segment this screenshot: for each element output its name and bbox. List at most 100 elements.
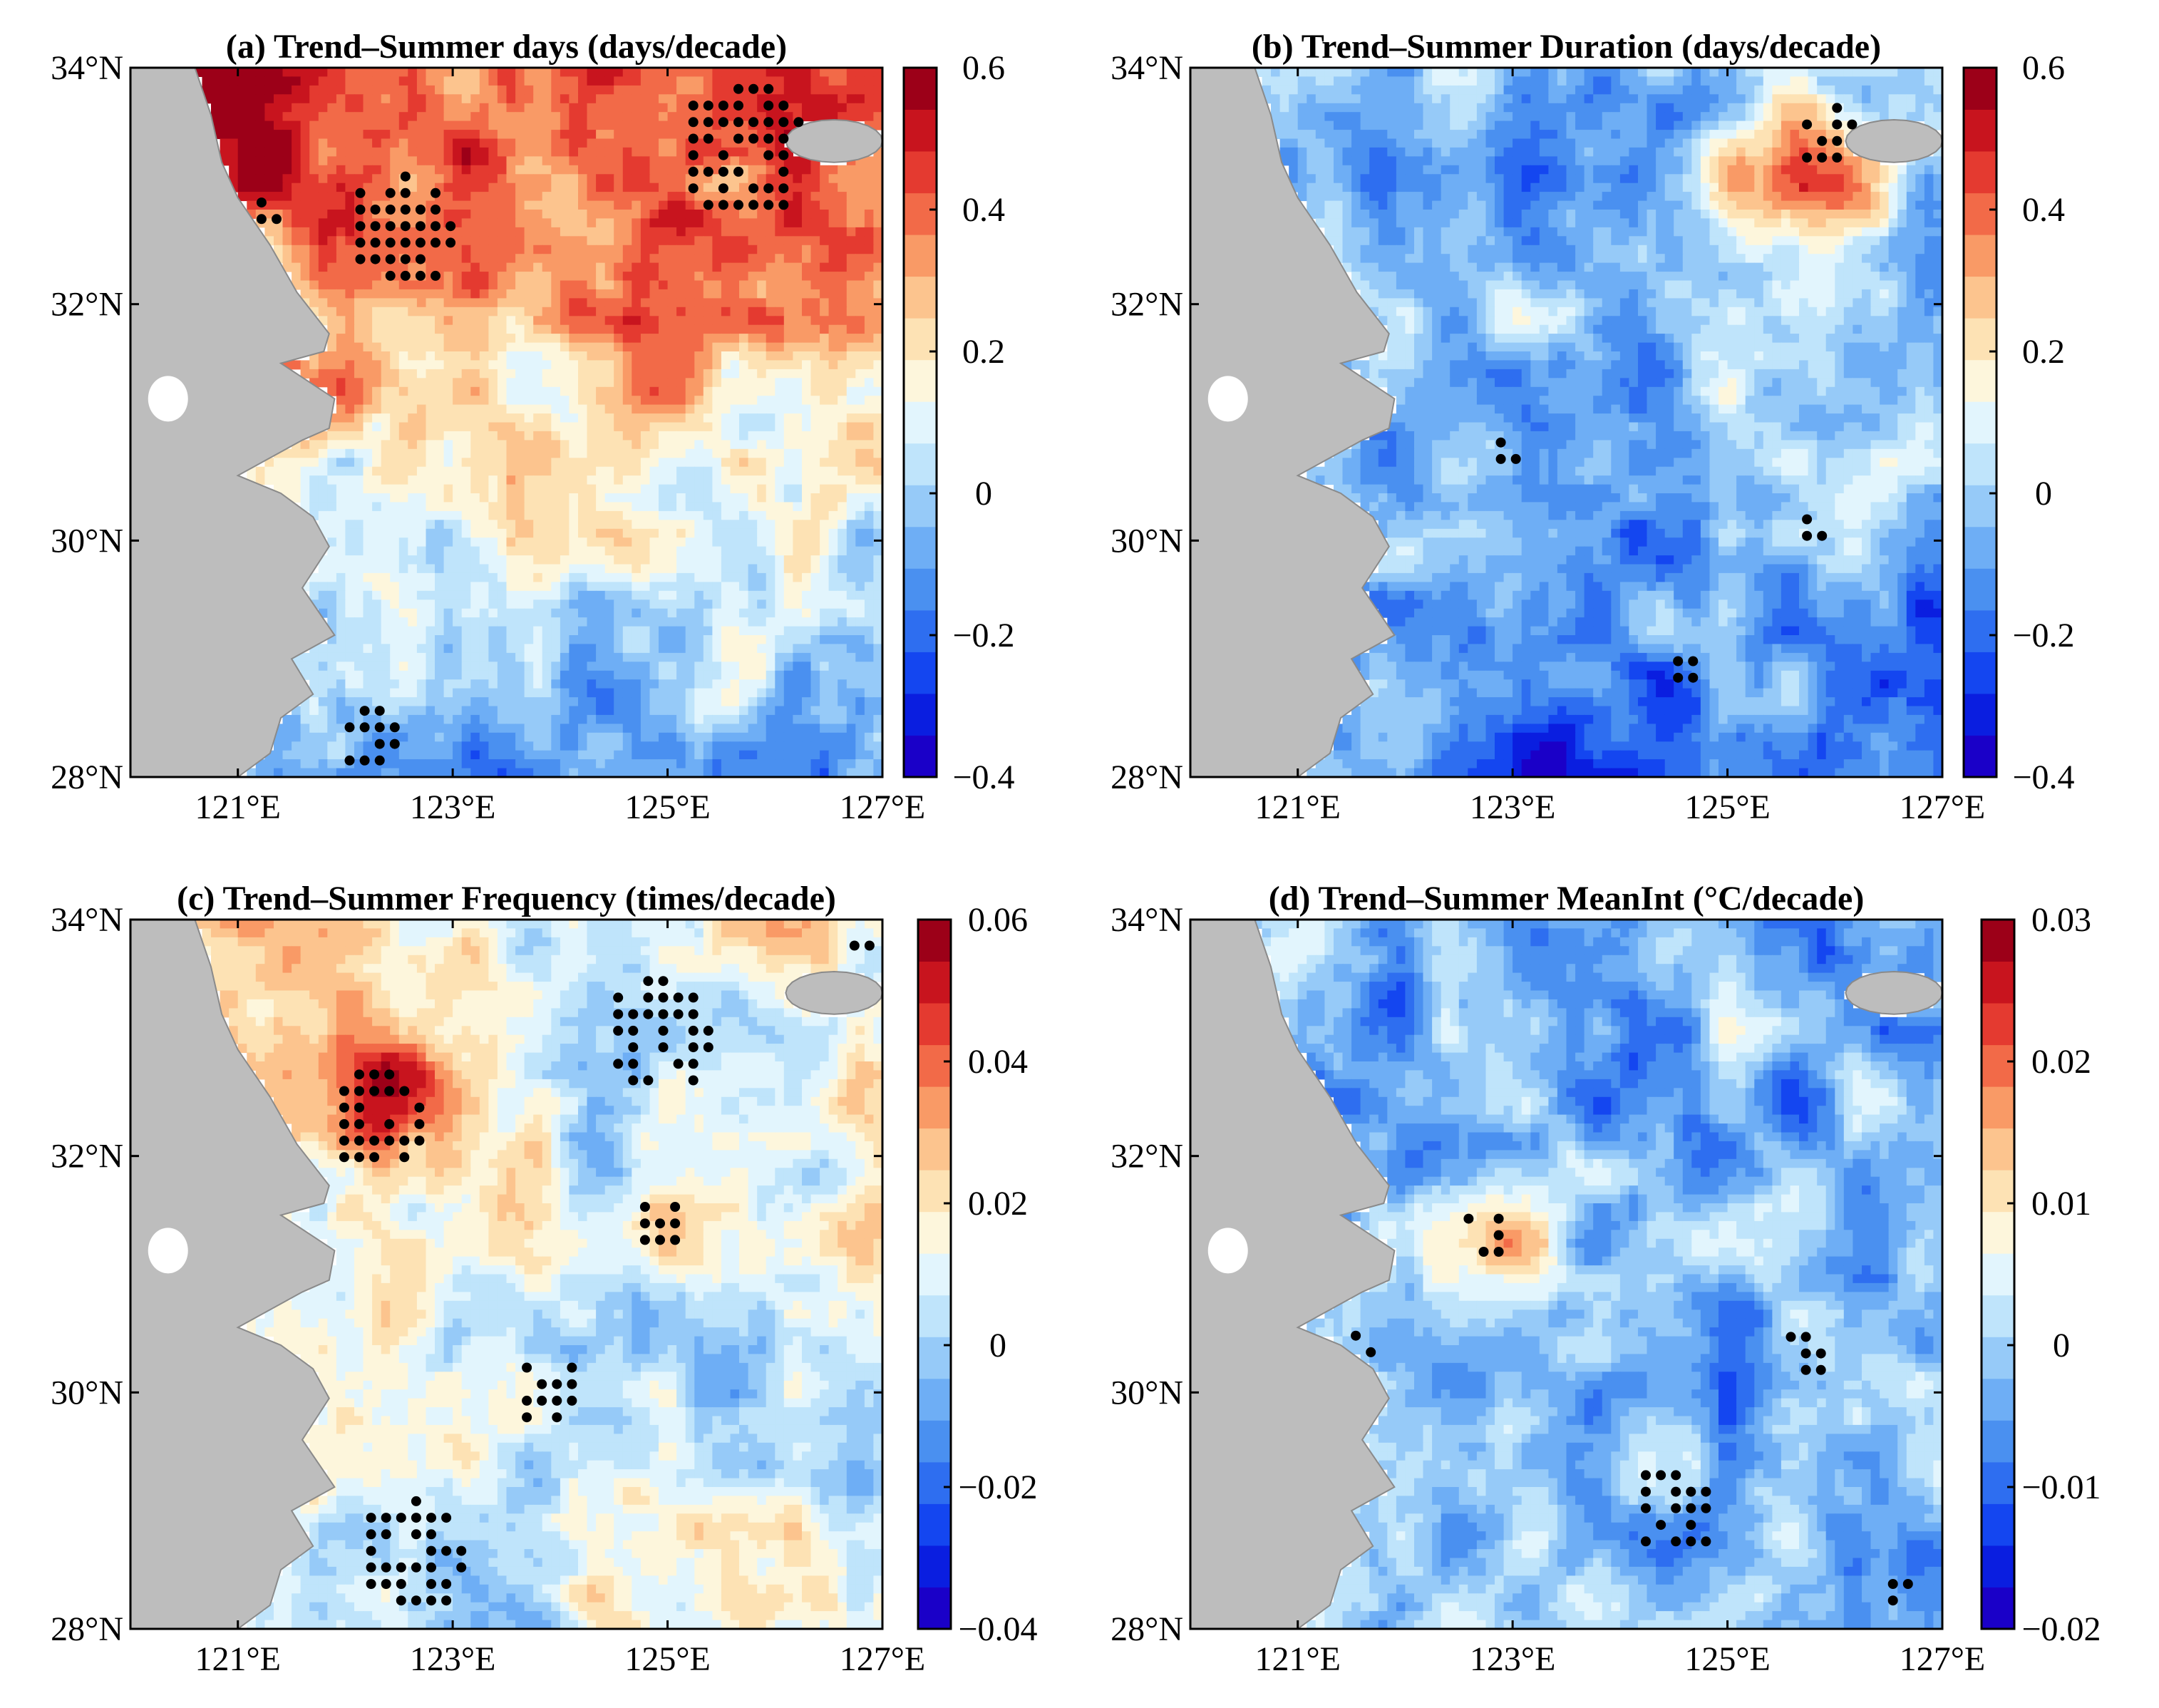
heatmap-cell (739, 156, 749, 166)
heatmap-cell (497, 130, 507, 140)
heatmap-cell (748, 147, 758, 157)
heatmap-cell (873, 120, 882, 130)
heatmap-cell (372, 369, 382, 379)
heatmap-cell (739, 458, 749, 468)
heatmap-cell (372, 652, 382, 662)
heatmap-cell (363, 448, 373, 458)
heatmap-cell (855, 440, 865, 450)
heatmap-cell (381, 324, 391, 334)
heatmap-cell (372, 68, 382, 77)
heatmap-cell (614, 431, 624, 441)
heatmap-cell (354, 670, 364, 680)
heatmap-cell (381, 396, 391, 406)
heatmap-cell (838, 590, 847, 600)
heatmap-cell (479, 714, 489, 724)
heatmap-cell (676, 94, 686, 104)
heatmap-cell (435, 298, 445, 308)
heatmap-cell (783, 422, 793, 432)
heatmap-cell (569, 510, 579, 520)
heatmap-cell (479, 120, 489, 130)
heatmap-cell (864, 493, 875, 503)
heatmap-cell (524, 378, 534, 388)
heatmap-cell (793, 626, 803, 636)
heatmap-cell (703, 404, 713, 414)
heatmap-cell (793, 484, 803, 494)
heatmap-cell (810, 182, 820, 192)
heatmap-cell (873, 351, 882, 361)
heatmap-cell (757, 342, 767, 352)
heatmap-cell (873, 289, 882, 299)
heatmap-cell (748, 324, 758, 334)
heatmap-cell (667, 324, 677, 334)
heatmap-cell (443, 635, 453, 644)
heatmap-cell (676, 182, 686, 192)
heatmap-cell (587, 210, 597, 219)
heatmap-cell (587, 227, 597, 237)
heatmap-cell (739, 475, 749, 485)
heatmap-cell (614, 466, 624, 476)
heatmap-cell (560, 165, 570, 175)
heatmap-cell (694, 706, 704, 716)
heatmap-cell (363, 324, 373, 334)
heatmap-cell (506, 564, 516, 574)
heatmap-cell (864, 431, 875, 441)
heatmap-cell (264, 227, 274, 237)
heatmap-cell (569, 546, 579, 556)
heatmap-cell (578, 458, 588, 468)
heatmap-cell (783, 670, 793, 680)
heatmap-cell (318, 112, 328, 122)
heatmap-cell (318, 236, 328, 246)
heatmap-cell (443, 546, 453, 556)
heatmap-cell (453, 245, 463, 254)
heatmap-cell (470, 218, 480, 228)
heatmap-cell (855, 254, 865, 264)
heatmap-cell (264, 156, 274, 166)
heatmap-cell (676, 174, 686, 184)
heatmap-cell (775, 431, 785, 441)
heatmap-cell (640, 386, 651, 396)
heatmap-cell (542, 85, 552, 95)
heatmap-cell (739, 68, 749, 77)
heatmap-cell (551, 165, 561, 175)
heatmap-cell (435, 510, 445, 520)
heatmap-cell (676, 298, 686, 308)
heatmap-cell (398, 662, 408, 672)
heatmap-cell (381, 156, 391, 166)
heatmap-cell (524, 76, 534, 86)
heatmap-cell (363, 440, 373, 450)
heatmap-cell (596, 404, 606, 414)
heatmap-cell (685, 502, 695, 512)
heatmap-cell (416, 590, 427, 600)
heatmap-cell (461, 564, 471, 574)
heatmap-cell (855, 369, 865, 379)
heatmap-cell (802, 528, 812, 538)
heatmap-cell (569, 254, 579, 264)
heatmap-cell (846, 386, 856, 396)
heatmap-cell (443, 520, 453, 530)
heatmap-cell (775, 537, 785, 547)
heatmap-cell (282, 210, 292, 219)
heatmap-cell (524, 528, 534, 538)
heatmap-cell (694, 360, 704, 370)
heatmap-cell (560, 289, 570, 299)
heatmap-cell (435, 564, 445, 574)
heatmap-cell (426, 280, 436, 290)
heatmap-cell (345, 670, 355, 680)
heatmap-cell (524, 706, 534, 716)
heatmap-cell (229, 138, 239, 148)
heatmap-cell (506, 138, 516, 148)
heatmap-cell (864, 475, 875, 485)
heatmap-cell (515, 192, 525, 202)
heatmap-cell (327, 174, 337, 184)
heatmap-cell (748, 652, 758, 662)
heatmap-cell (524, 413, 534, 423)
heatmap-cell (542, 138, 552, 148)
heatmap-cell (327, 210, 337, 219)
heatmap-cell (622, 120, 632, 130)
heatmap-cell (453, 324, 463, 334)
heatmap-cell (783, 448, 793, 458)
heatmap-cell (381, 644, 391, 654)
heatmap-cell (426, 714, 436, 724)
heatmap-cell (354, 360, 364, 370)
heatmap-cell (416, 342, 427, 352)
